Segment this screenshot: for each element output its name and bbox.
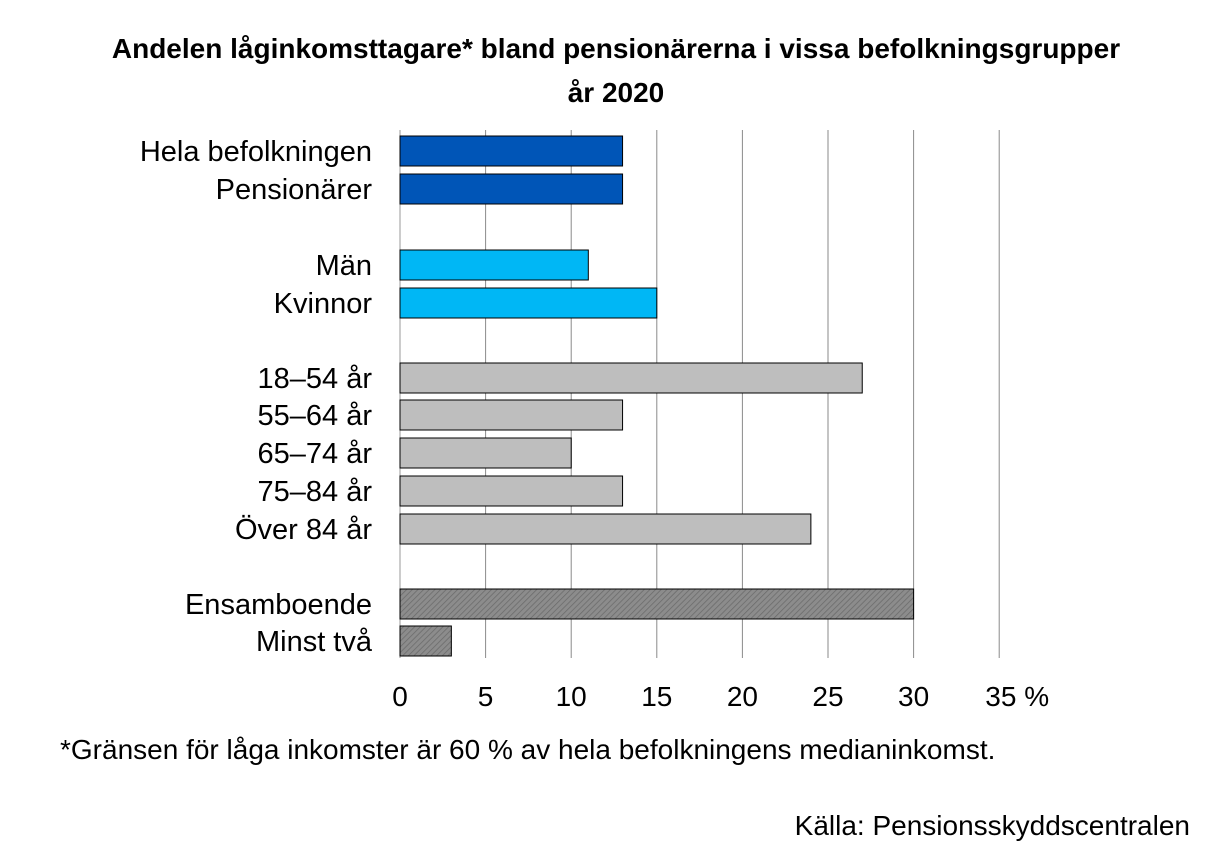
category-label: 55–64 år: [258, 400, 373, 432]
chart-title-year: år 2020: [567, 77, 665, 108]
bars: [399, 135, 915, 657]
category-label: 65–74 år: [258, 438, 373, 470]
bar: [399, 513, 812, 545]
x-tick-label: 0: [392, 681, 408, 712]
chart-title: Andelen låginkomsttagare* bland pensionä…: [111, 33, 1121, 64]
category-label: Pensionärer: [216, 174, 373, 206]
bar: [399, 249, 589, 281]
bar: [399, 625, 452, 657]
x-tick-label: 20: [727, 681, 758, 712]
x-tick-label: 25: [812, 681, 843, 712]
footnote: *Gränsen för låga inkomster är 60 % av h…: [60, 734, 996, 765]
x-axis-tick-labels: 0 5 10 15 20 25 30 35 %: [392, 681, 1049, 712]
bar: [399, 399, 624, 431]
category-label: Män: [316, 250, 372, 282]
bar: [399, 475, 624, 507]
bar: [399, 588, 915, 620]
grid-lines: [399, 130, 1000, 658]
category-label: 75–84 år: [258, 476, 373, 508]
bar: [399, 135, 624, 167]
category-label: Över 84 år: [235, 514, 372, 546]
x-tick-label: 5: [478, 681, 494, 712]
bar: [399, 287, 658, 319]
category-label: 18–54 år: [258, 363, 373, 395]
x-tick-label: 35 %: [985, 681, 1049, 712]
bar: [399, 173, 624, 205]
category-labels: Hela befolkningen Pensionärer Män Kvinnor 18…: [140, 136, 373, 658]
bar: [399, 437, 572, 469]
x-tick-label: 30: [898, 681, 929, 712]
bar: [399, 362, 863, 394]
category-label: Minst två: [256, 626, 373, 658]
category-label: Kvinnor: [274, 288, 373, 320]
category-label: Hela befolkningen: [140, 136, 372, 168]
x-tick-label: 10: [556, 681, 587, 712]
x-tick-label: 15: [641, 681, 672, 712]
category-label: Ensamboende: [185, 589, 372, 621]
source-note: Källa: Pensionsskyddscentralen: [794, 810, 1190, 841]
